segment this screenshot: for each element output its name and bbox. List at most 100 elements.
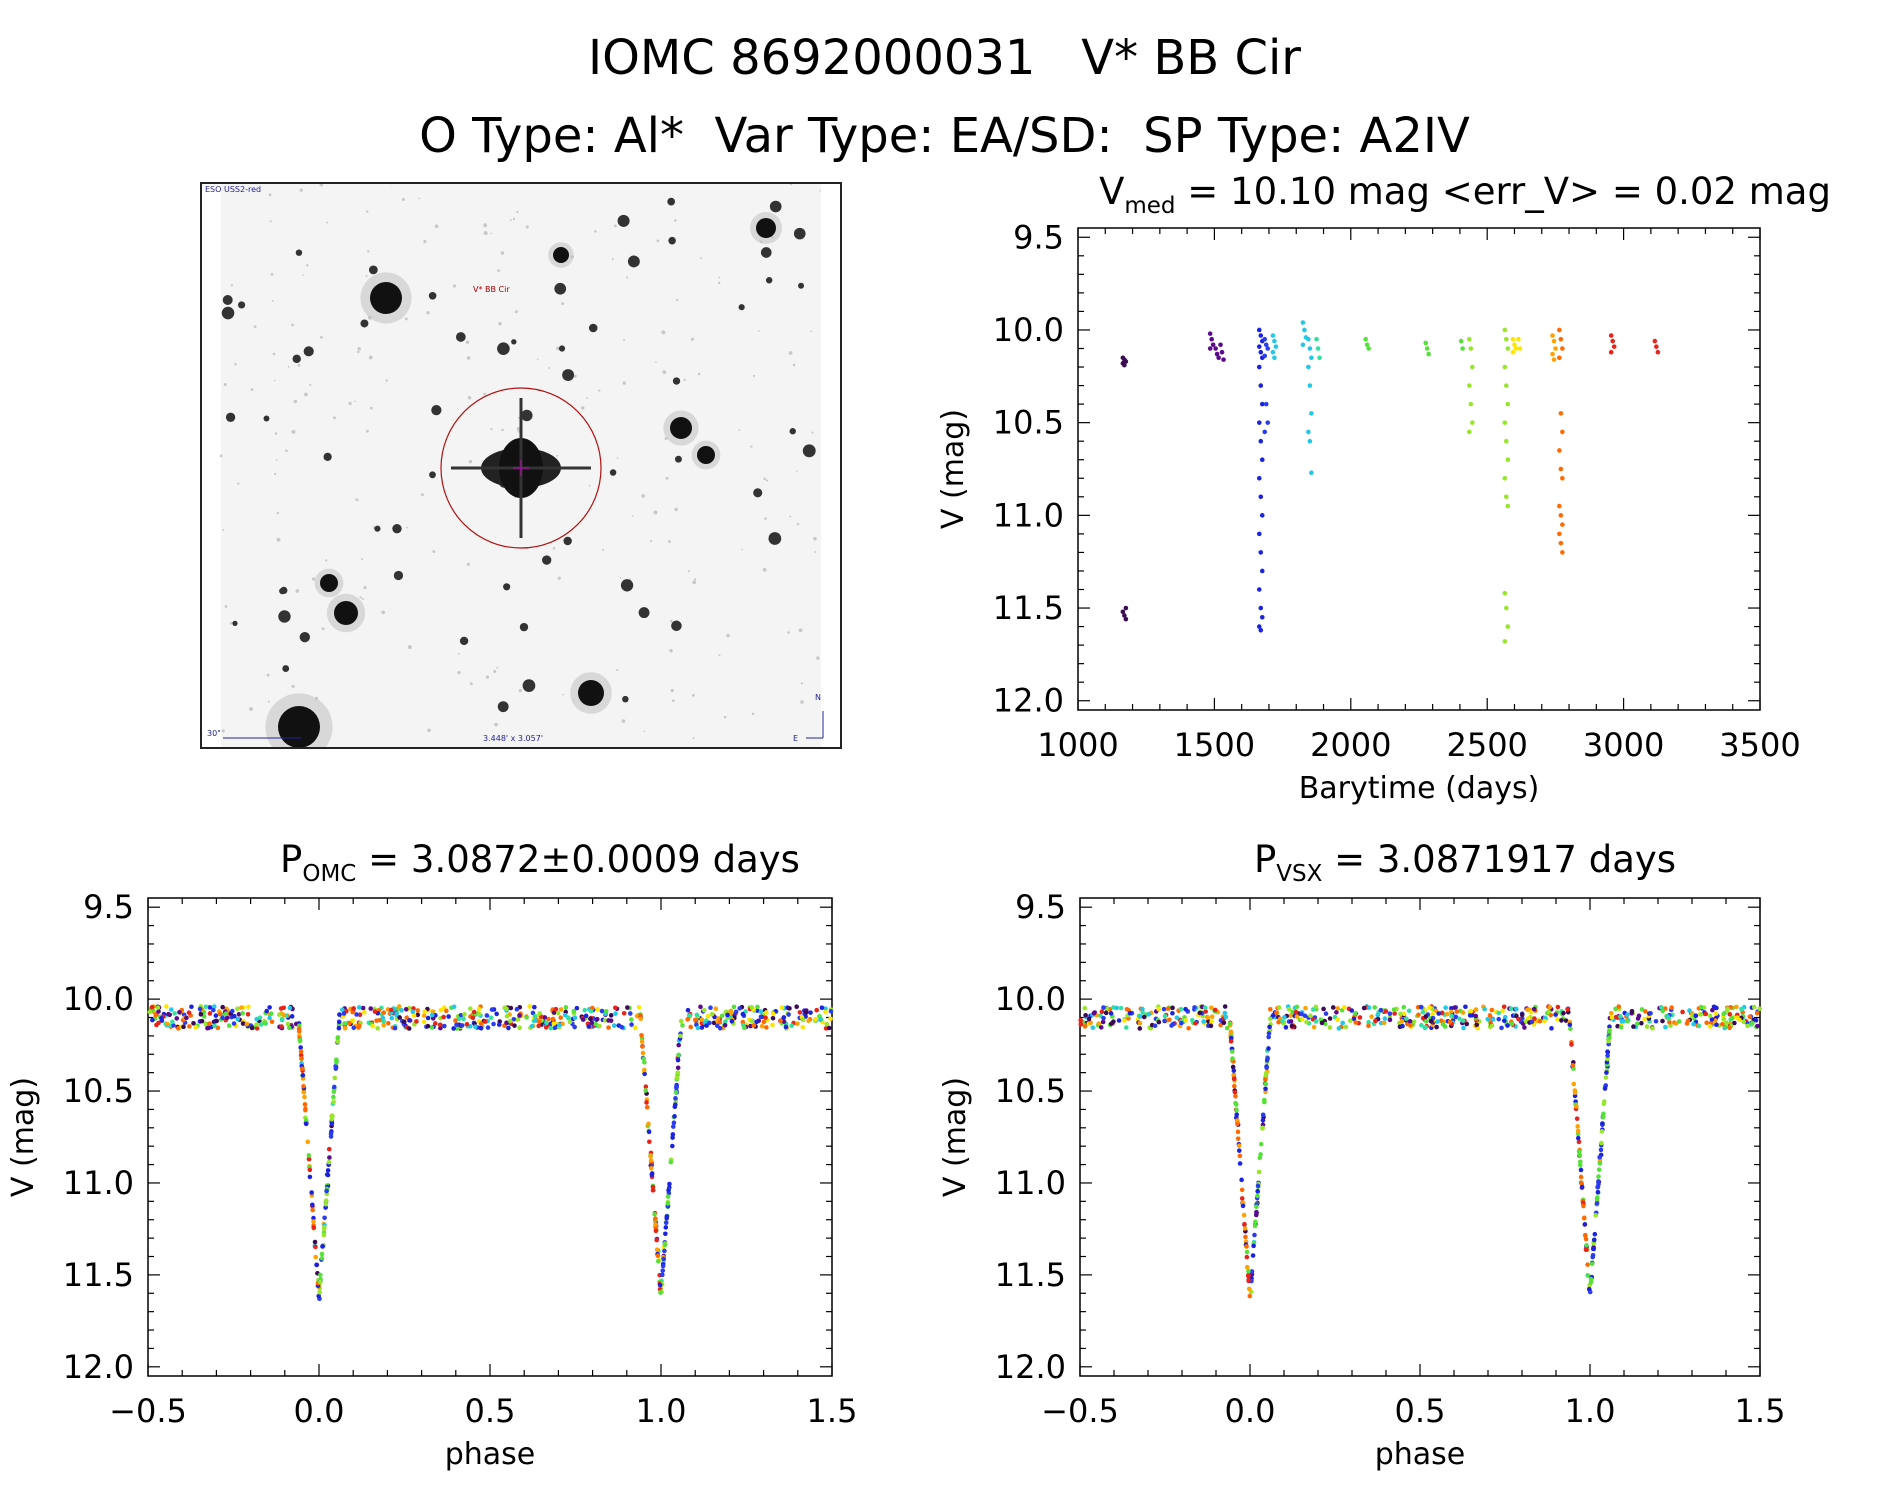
data-point [1256,531,1262,537]
data-point [1502,420,1508,425]
data-point [1321,1006,1326,1012]
data-point [515,1017,521,1022]
faint-star [223,382,227,386]
data-point [1319,1020,1325,1026]
eclipse-point [654,1237,660,1243]
data-point [268,1011,274,1017]
data-point [1438,1018,1444,1024]
eclipse-point [1237,1161,1243,1166]
data-point [1205,1015,1210,1020]
data-point [1499,1025,1504,1031]
data-point [1447,1019,1453,1025]
eclipse-point [302,1094,307,1100]
data-point [642,1059,647,1065]
data-point [1353,1020,1358,1025]
data-point [1503,494,1509,500]
data-point [1099,1009,1105,1015]
star [282,665,290,672]
faint-star [814,550,817,553]
data-point [471,1009,477,1015]
phase-omc-title-rest: = 3.0872±0.0009 days [356,838,800,881]
data-point [1516,336,1521,342]
eclipse-point [1578,1167,1584,1173]
data-point [1503,438,1509,444]
data-point [629,1022,634,1027]
data-point [236,1011,242,1017]
faint-star [557,576,561,580]
data-point [462,1012,467,1017]
faint-star [616,668,619,672]
faint-star [432,550,436,554]
data-point [1314,336,1319,342]
data-point [1378,1007,1384,1013]
eclipse-point [297,1038,303,1044]
star [295,249,303,256]
data-point [186,1010,192,1015]
data-point [1503,383,1509,388]
data-point [1460,1010,1466,1015]
data-point [461,1016,466,1022]
data-point [803,1014,808,1019]
data-point [1300,1016,1305,1022]
faint-star [641,494,646,498]
data-point [1082,1005,1088,1011]
eclipse-point [1267,1024,1272,1030]
data-point [1303,1005,1308,1011]
data-point [759,1023,765,1029]
data-point [504,1013,510,1019]
phase-vsx-y-tick-label: 12.0 [995,1348,1066,1386]
eclipse-point [1267,1016,1273,1022]
data-point [1263,401,1269,407]
data-point [1639,1007,1645,1012]
data-point [422,1009,428,1014]
data-point [574,1005,580,1011]
data-point [800,1017,806,1023]
phase-vsx-x-tick-label: −0.5 [1041,1392,1119,1430]
faint-star [562,693,564,696]
data-point [1138,1014,1143,1019]
data-point [1300,342,1306,348]
data-point [1755,1023,1760,1029]
lightcurve-x-axis-label: Barytime (days) [1299,771,1540,806]
faint-star [655,361,657,364]
star [562,369,575,381]
data-point [1244,1264,1250,1270]
data-point [824,1021,830,1027]
faint-star [556,454,559,457]
data-point [1557,327,1562,333]
eclipse-point [675,1057,681,1063]
data-point [1423,1014,1429,1019]
eclipse-point [1575,1135,1581,1141]
faint-star [321,627,325,631]
phase-vsx-y-tick-label: 11.5 [995,1256,1066,1294]
data-point [543,1025,549,1030]
data-point [374,1018,379,1023]
data-point [749,1018,755,1024]
faint-star [588,484,591,487]
data-point [803,1010,809,1015]
data-point [1557,503,1562,509]
faint-star [467,395,472,400]
star [620,579,634,592]
eclipse-point [1576,1149,1582,1154]
data-point [235,1006,240,1012]
data-point [1156,1006,1161,1012]
eclipse-point [1266,1046,1271,1051]
data-point [224,1015,230,1021]
image-frame [201,183,841,748]
data-point [1399,1018,1405,1024]
eclipse-point [1244,1244,1249,1249]
eclipse-point [1572,1093,1578,1099]
data-point [1078,1017,1083,1023]
phase-omc-y-tick-label: 11.0 [63,1164,134,1202]
data-point [550,1016,556,1022]
faint-star [757,330,760,332]
eclipse-point [1247,1293,1253,1299]
eclipse-point [674,1075,680,1081]
data-point [602,1018,608,1023]
data-point [764,1025,769,1030]
data-point [814,1007,820,1013]
data-point [396,1004,402,1009]
eclipse-point [313,1244,318,1250]
eclipse-point [300,1072,306,1078]
